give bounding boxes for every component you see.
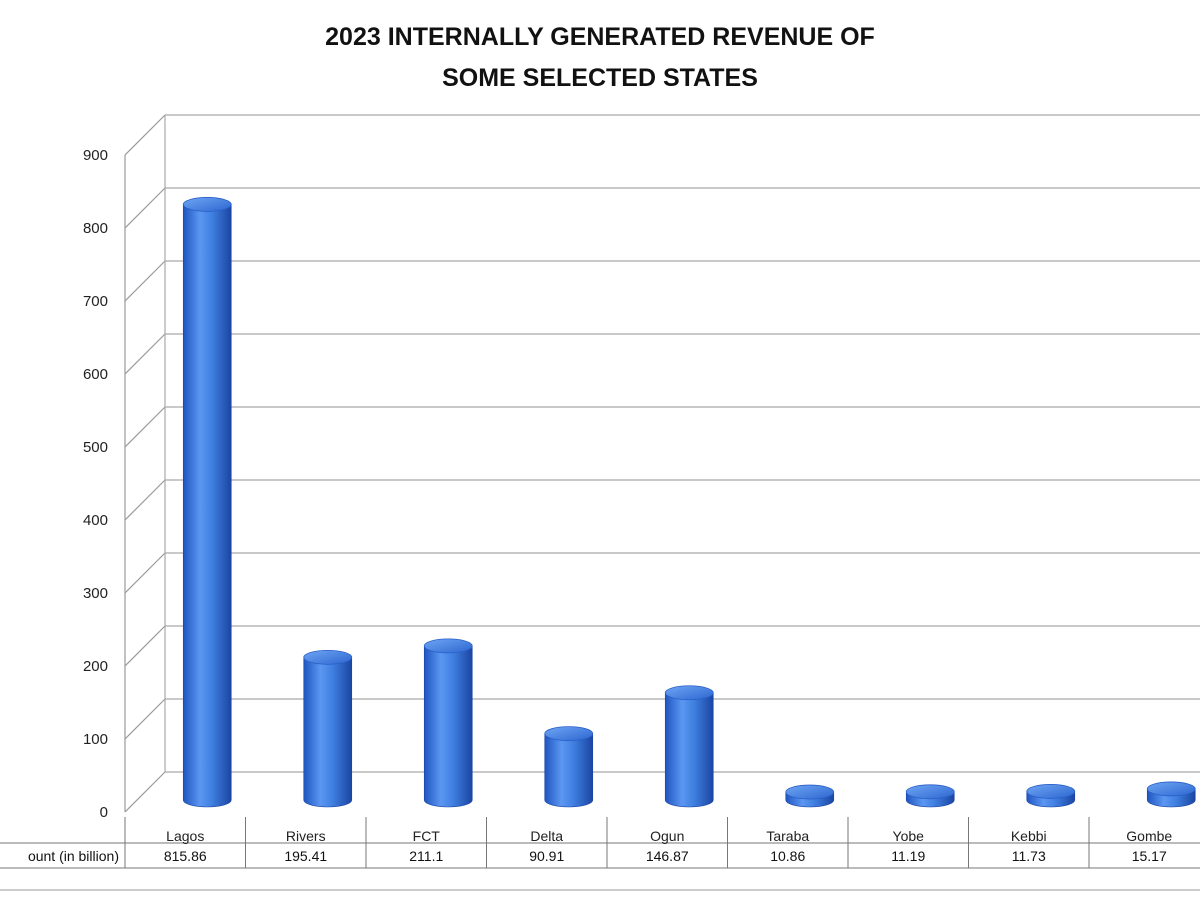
bar-yobe (905, 784, 955, 808)
y-tick-label: 0 (100, 804, 108, 821)
grid (124, 114, 1200, 813)
data-value-label: 90.91 (529, 848, 564, 864)
chart-title-line-2: SOME SELECTED STATES (442, 64, 758, 92)
y-tick-label: 500 (83, 439, 108, 456)
x-category-label: Ogun (650, 828, 684, 844)
gridline-side (124, 333, 166, 375)
gridline-side (124, 260, 166, 302)
x-category-label: Taraba (766, 828, 809, 844)
bar-cap (423, 638, 473, 654)
x-category-label: Gombe (1126, 828, 1172, 844)
bar-delta (544, 726, 594, 808)
bar-body (544, 733, 594, 808)
data-value-label: 15.17 (1132, 848, 1167, 864)
y-tick-label: 800 (83, 220, 108, 237)
data-value-label: 195.41 (284, 848, 327, 864)
bar-cap (664, 685, 714, 701)
bar-cap (905, 784, 955, 800)
bars (182, 197, 1196, 808)
y-tick-label: 700 (83, 293, 108, 310)
data-value-label: 815.86 (164, 848, 207, 864)
gridline-side (124, 187, 166, 229)
y-tick-label: 400 (83, 512, 108, 529)
gridline-side (124, 771, 166, 813)
y-tick-label: 600 (83, 366, 108, 383)
chart-title-line-1: 2023 INTERNALLY GENERATED REVENUE OF (325, 23, 875, 51)
bar-fct (423, 638, 473, 808)
gridline-side (124, 625, 166, 667)
bar-rivers (303, 649, 353, 808)
data-value-label: 11.73 (1012, 848, 1046, 864)
y-axis: 0 100 200 300 400 500 600 700 800 900 (83, 147, 108, 821)
bar-cap (182, 197, 232, 212)
y-tick-label: 900 (83, 147, 108, 164)
gridline-side (124, 114, 166, 156)
bar-cap (1146, 781, 1196, 797)
x-category-label: Rivers (286, 828, 326, 844)
bar-cap (303, 649, 353, 665)
data-value-label: 11.19 (891, 848, 925, 864)
bar-body (664, 692, 714, 808)
bar-cap (785, 784, 835, 800)
y-tick-label: 300 (83, 585, 108, 602)
bar-cap (544, 726, 594, 742)
gridline-side (124, 479, 166, 521)
bar-taraba (785, 784, 835, 808)
bar-lagos (182, 197, 232, 808)
data-value-label: 10.86 (770, 848, 805, 864)
bar-gombe (1146, 781, 1196, 808)
y-tick-label: 200 (83, 658, 108, 675)
data-value-label: 211.1 (409, 848, 443, 864)
data-value-label: 146.87 (646, 848, 689, 864)
x-category-label: FCT (413, 828, 441, 844)
x-category-label: Delta (530, 828, 563, 844)
table-series-label: ount (in billion) (28, 848, 119, 864)
bar-cap (1026, 784, 1076, 799)
x-category-label: Lagos (166, 828, 204, 844)
data-table: ount (in billion) Lagos 815.86 Rivers 195.41… (0, 817, 1200, 891)
bar-kebbi (1026, 784, 1076, 808)
chart-title: 2023 INTERNALLY GENERATED REVENUE OF SOM… (325, 23, 875, 92)
bar-body (303, 657, 353, 808)
x-category-label: Kebbi (1011, 828, 1047, 844)
gridline-side (124, 552, 166, 594)
bar-body (423, 645, 473, 808)
gridline-side (124, 406, 166, 448)
bar-body (182, 204, 232, 808)
x-category-label: Yobe (893, 828, 925, 844)
y-tick-label: 100 (83, 731, 108, 748)
gridline-side (124, 698, 166, 740)
bar-ogun (664, 685, 714, 808)
